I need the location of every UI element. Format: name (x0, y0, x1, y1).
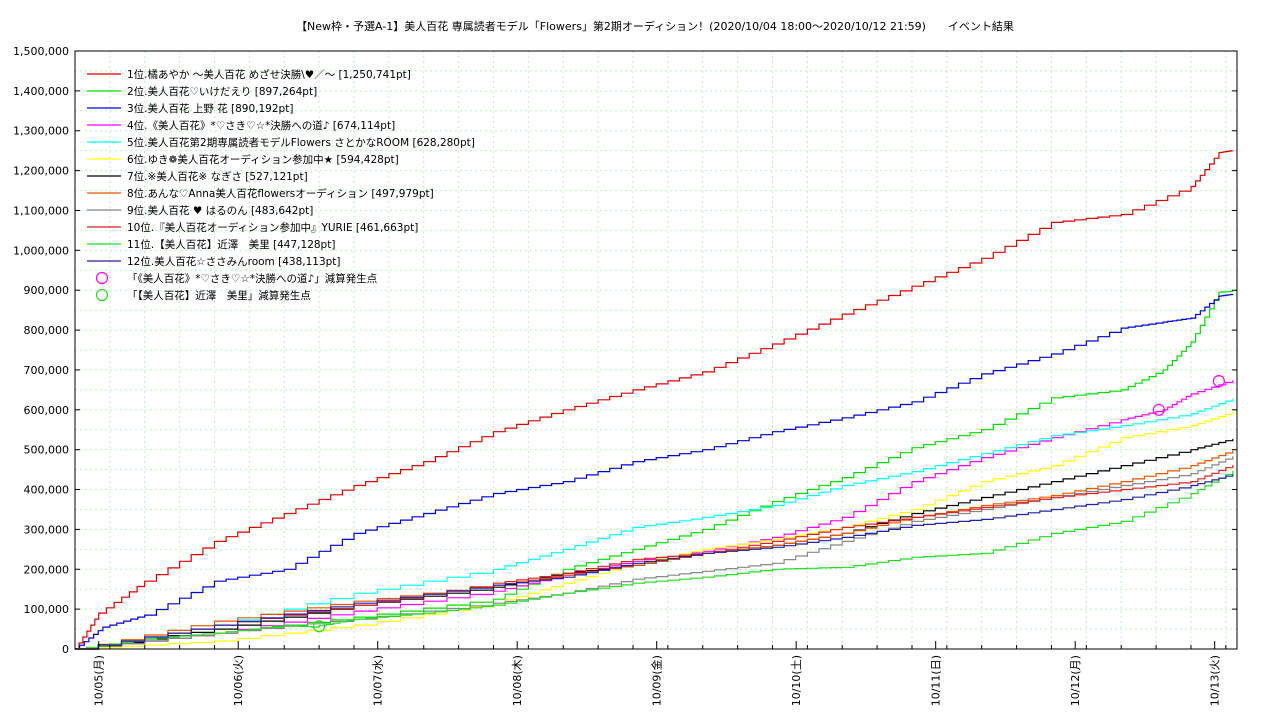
series-line-3 (75, 293, 1234, 650)
x-tick-label: 10/06(火) (232, 655, 245, 706)
y-tick-label: 1,400,000 (13, 85, 69, 98)
x-tick-label: 10/13(火) (1209, 655, 1222, 706)
legend-label-11: 11位.【美人百花】近澤 美里 [447,128pt] (127, 238, 335, 251)
series-line-2 (75, 290, 1234, 650)
legend-label-12: 12位.美人百花☆ささみんroom [438,113pt] (127, 255, 341, 268)
y-tick-label: 1,000,000 (13, 244, 69, 257)
legend-label-3: 3位.美人百花 上野 花 [890,192pt] (127, 102, 293, 115)
series-line-4 (75, 380, 1234, 650)
series-layer (75, 150, 1234, 650)
y-tick-label: 500,000 (24, 444, 70, 457)
series-line-1 (75, 150, 1234, 650)
legend-label-5: 5位.美人百花第2期専属読者モデルFlowers さとかなROOM [628,2… (127, 136, 475, 149)
x-tick-label: 10/09(金) (650, 655, 664, 706)
y-tick-label: 1,200,000 (13, 165, 69, 178)
plot-frame (74, 50, 1238, 650)
x-tick-label: 10/11(日) (930, 655, 943, 706)
series-line-12 (75, 474, 1234, 650)
y-tick-label: 1,500,000 (13, 45, 69, 58)
marker-layer (313, 374, 1225, 633)
y-tick-label: 300,000 (24, 523, 70, 536)
legend-label-9: 9位.美人百花 ♥ はるのん [483,642pt] (127, 204, 313, 217)
legend-marker-1 (95, 271, 109, 285)
legend-label-7: 7位.※美人百花※ なぎさ [527,121pt] (127, 170, 308, 183)
axes: 0 100,000 200,000 300,000 400,000 500,000 600,… (13, 45, 1237, 706)
y-tick-label: 0 (62, 643, 69, 656)
series-line-6 (75, 412, 1234, 650)
y-tick-label: 1,300,000 (13, 125, 69, 138)
reduction-marker-2 (313, 620, 326, 633)
legend-label-2: 2位.美人百花♡いけだえり [897,264pt] (127, 85, 317, 98)
legend-label-8: 8位.あんな♡Anna美人百花flowersオーディション [497,979pt… (127, 187, 434, 200)
reduction-marker-1 (1152, 403, 1165, 416)
x-tick-label: 10/12(月) (1069, 655, 1082, 706)
legend-label-10: 10位.『美人百花オーディション参加中』YURIE [461,663pt] (127, 221, 418, 234)
legend-marker-label-2: 「【美人百花】近澤 美里」減算発生点 (127, 289, 311, 302)
series-line-11 (75, 470, 1234, 650)
x-tick-label: 10/05(月) (93, 655, 106, 706)
y-tick-label: 400,000 (24, 484, 70, 497)
y-tick-label: 100,000 (24, 603, 70, 616)
legend-marker-2 (95, 288, 109, 302)
legend: 1位.橘あやか 〜美人百花 めざせ決勝\♥／〜 [1,250,741pt] 2位.… (87, 68, 475, 302)
reduction-marker-1 (1212, 374, 1225, 388)
legend-label-4: 4位.《美人百花》*♡さき♡☆*決勝への道♪ [674,114pt] (127, 119, 395, 132)
x-tick-label: 10/08(木) (511, 655, 524, 706)
x-tick-label: 10/10(土) (790, 655, 803, 706)
y-tick-label: 200,000 (24, 563, 70, 576)
legend-marker-label-1: 「《美人百花》*♡さき♡☆*決勝への道♪」減算発生点 (127, 272, 377, 285)
x-tick-label: 10/07(水) (372, 655, 385, 706)
series-line-9 (75, 456, 1234, 650)
y-tick-label: 900,000 (24, 284, 70, 297)
legend-label-6: 6位.ゆき❁美人百花オーディション参加中★ [594,428pt] (127, 153, 399, 166)
y-tick-label: 800,000 (24, 324, 70, 337)
series-line-8 (75, 450, 1234, 650)
series-line-5 (75, 398, 1234, 650)
y-tick-label: 600,000 (24, 404, 70, 417)
y-tick-label: 700,000 (24, 364, 70, 377)
chart-title: 【New枠・予選A-1】美人百花 専属読者モデル「Flowers」第2期オーディ… (296, 19, 1014, 33)
y-tick-label: 1,100,000 (13, 204, 69, 217)
legend-label-1: 1位.橘あやか 〜美人百花 めざせ決勝\♥／〜 [1,250,741pt] (127, 68, 411, 81)
